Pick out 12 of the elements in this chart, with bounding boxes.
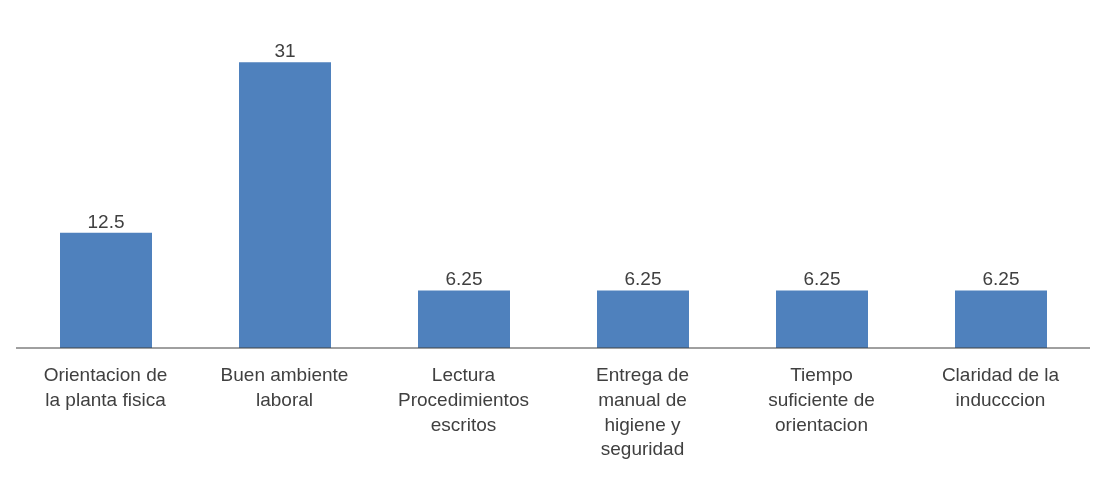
data-label: 6.25 xyxy=(445,268,483,290)
x-tick-label: Claridad de la inducccion xyxy=(941,364,1060,410)
data-label: 6.25 xyxy=(982,268,1020,290)
x-tick-label: Lectura Procedimientos escritos xyxy=(398,364,529,435)
x-tick-label: Orientacion de la planta fisica xyxy=(43,364,168,410)
x-tick-label: Buen ambiente laboral xyxy=(220,364,349,410)
data-label: 6.25 xyxy=(803,268,841,290)
data-label: 12.5 xyxy=(87,210,125,232)
x-tick-label: Entrega de manual de higiene y seguridad xyxy=(596,364,689,460)
data-label: 6.25 xyxy=(624,268,662,290)
data-label: 31 xyxy=(274,40,296,62)
x-tick-label: Tiempo suficiente de orientacion xyxy=(768,364,875,435)
